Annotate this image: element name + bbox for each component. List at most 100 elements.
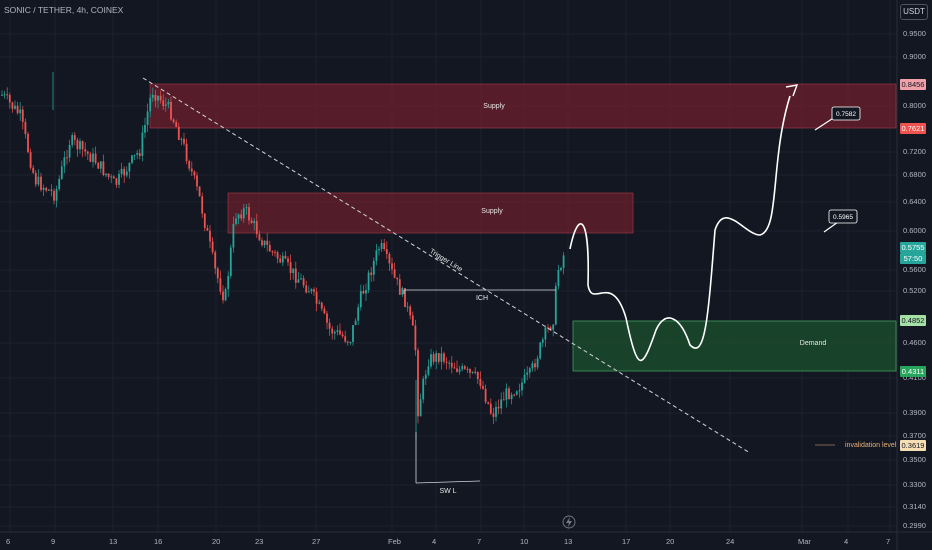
candle-body xyxy=(162,100,165,106)
candle-body xyxy=(518,390,521,392)
candle-body xyxy=(393,269,396,278)
supply-zone-upper xyxy=(149,83,897,129)
time-tick: 13 xyxy=(109,537,118,546)
currency-badge[interactable]: USDT xyxy=(900,4,928,20)
candle-body xyxy=(461,366,464,370)
candle-body xyxy=(292,268,295,273)
candle-body xyxy=(497,406,500,409)
candle-body xyxy=(229,247,232,276)
candle-body xyxy=(557,270,560,286)
candle-body xyxy=(326,313,328,323)
time-tick: 17 xyxy=(622,537,631,546)
candle-body xyxy=(401,288,404,295)
candle-body xyxy=(115,178,118,185)
price-tick: 0.4100 xyxy=(903,373,926,382)
candle-body xyxy=(346,341,349,343)
time-tick: 9 xyxy=(51,537,56,546)
candle-body xyxy=(427,366,430,375)
candle-body xyxy=(14,105,16,109)
candle-body xyxy=(430,354,432,367)
candle-body xyxy=(84,149,87,152)
symbol-title[interactable]: SONIC / TETHER, 4h, COINEX xyxy=(4,5,124,15)
candle-body xyxy=(302,278,305,286)
candle-body xyxy=(515,391,518,395)
candle-body xyxy=(149,97,152,112)
candle-body xyxy=(29,152,32,168)
candle-body xyxy=(141,132,144,156)
time-tick: 16 xyxy=(154,537,163,546)
trigger-line[interactable] xyxy=(142,77,751,454)
candle-body xyxy=(422,378,425,400)
candle-body xyxy=(349,341,352,343)
candle-body xyxy=(1,94,3,96)
candle-body xyxy=(370,272,373,275)
candle-body xyxy=(510,394,513,400)
candle-body xyxy=(237,214,240,219)
candle-body xyxy=(227,275,230,290)
candle-body xyxy=(240,214,243,219)
candle-body xyxy=(328,322,331,329)
candle-body xyxy=(206,228,209,231)
candle-body xyxy=(560,268,562,271)
candle-body xyxy=(359,291,362,308)
candle-body xyxy=(323,308,326,314)
candle-body xyxy=(404,288,406,307)
candle-body xyxy=(196,175,198,187)
candle-body xyxy=(458,369,461,372)
candle-body xyxy=(378,249,380,251)
time-tick: Feb xyxy=(388,537,401,546)
time-tick: 27 xyxy=(312,537,321,546)
target-arrow-2 xyxy=(823,221,839,233)
candle-body xyxy=(513,394,516,396)
price-tick: 0.3900 xyxy=(903,408,926,417)
supply-zone-upper-label: Supply xyxy=(483,103,505,110)
candle-body xyxy=(250,220,253,224)
candle-body xyxy=(531,363,534,369)
candle-body xyxy=(24,121,27,135)
projection-arrowhead xyxy=(785,84,799,97)
candle-body xyxy=(242,208,245,219)
candle-body xyxy=(131,155,133,163)
candle-body xyxy=(440,353,443,362)
price-tick: 0.8000 xyxy=(903,101,926,110)
candle-body xyxy=(89,153,92,162)
candle-body xyxy=(97,162,100,169)
candle-body xyxy=(183,138,185,144)
candle-body xyxy=(547,327,549,329)
candle-body xyxy=(396,277,399,280)
candle-body xyxy=(352,324,354,342)
candle-body xyxy=(383,243,386,250)
candle-body xyxy=(6,94,9,96)
candle-body xyxy=(175,122,178,127)
candle-body xyxy=(55,189,58,201)
candle-body xyxy=(300,278,302,280)
candle-body xyxy=(167,101,170,105)
candle-body xyxy=(432,354,435,362)
swl-line xyxy=(415,480,481,484)
candle-body xyxy=(219,278,222,292)
candle-body xyxy=(385,249,388,254)
candle-body xyxy=(53,191,55,201)
flash-icon[interactable] xyxy=(562,515,576,529)
price-tick: 0.3700 xyxy=(903,431,926,440)
candle-body xyxy=(209,230,211,242)
price-badge-countdown: 57:50 xyxy=(900,253,926,264)
candle-body xyxy=(47,189,50,191)
candle-body xyxy=(92,153,94,162)
candle-body xyxy=(362,291,365,294)
candle-body xyxy=(554,285,557,325)
candle-body xyxy=(443,353,445,362)
candle-body xyxy=(19,109,22,114)
candle-body xyxy=(102,161,105,176)
candle-body xyxy=(375,250,378,261)
candle-body xyxy=(58,178,61,190)
price-tick: 0.3140 xyxy=(903,502,926,511)
candle-body xyxy=(372,260,375,275)
candle-body xyxy=(268,245,271,252)
time-tick: 6 xyxy=(6,537,11,546)
candle-body xyxy=(541,339,544,343)
candle-body xyxy=(276,252,279,259)
swl-label: SW L xyxy=(439,488,456,495)
candle-body xyxy=(508,388,510,400)
